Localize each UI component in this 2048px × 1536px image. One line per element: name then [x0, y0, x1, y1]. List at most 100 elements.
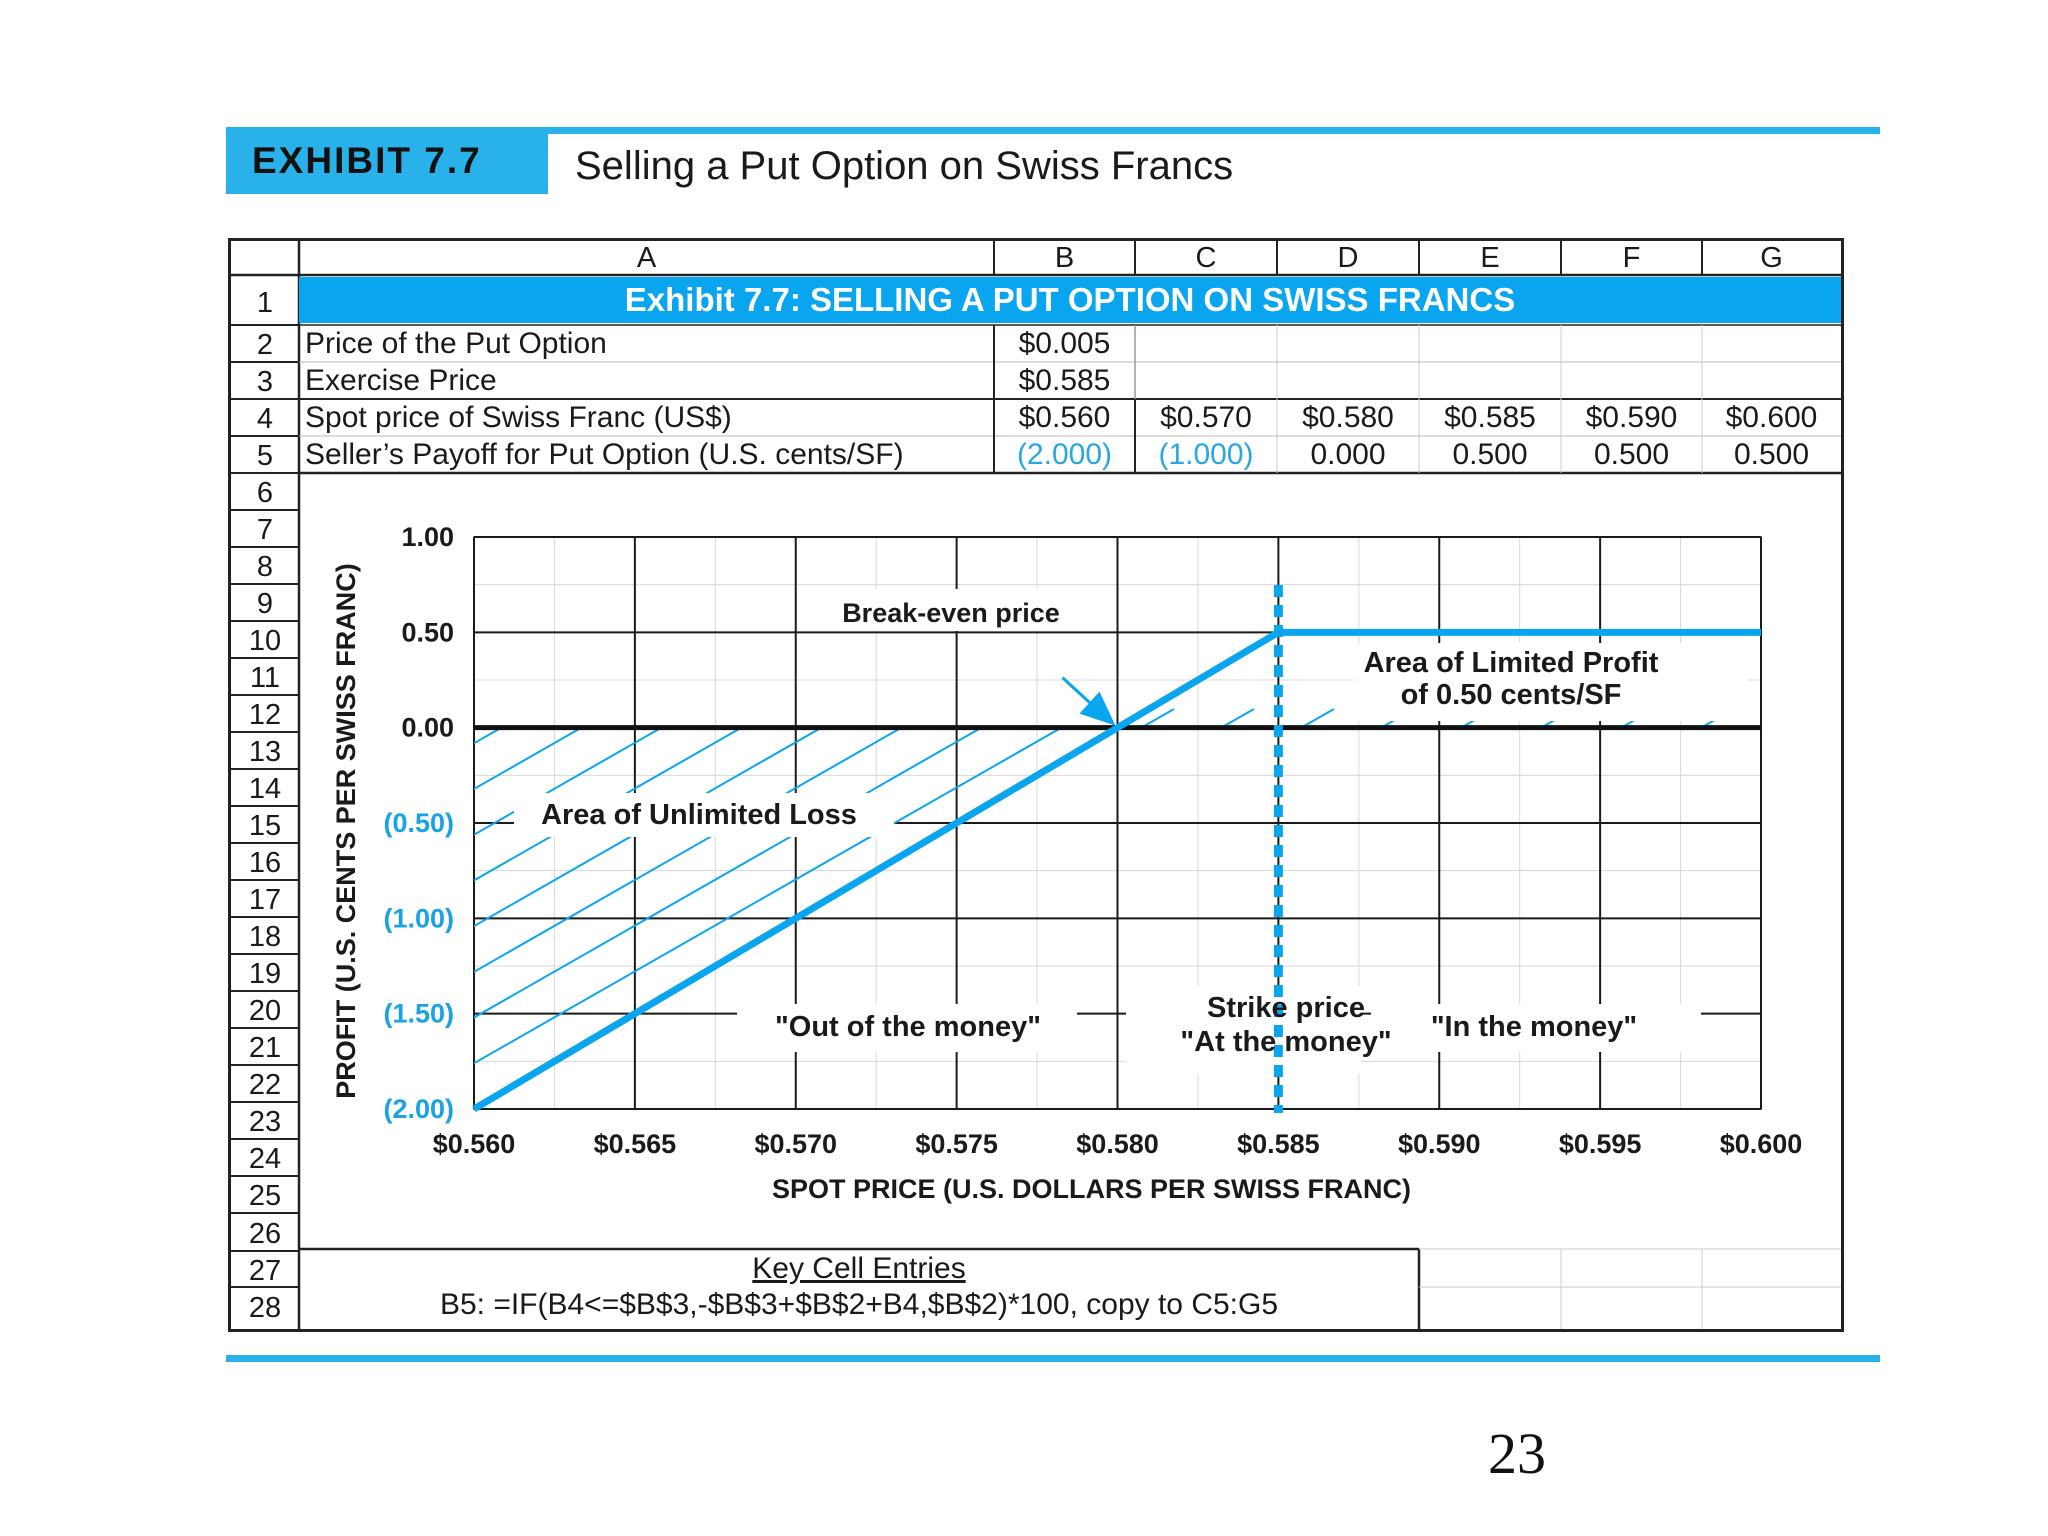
- row-number: 6: [256, 477, 274, 509]
- limited-profit-label-bg: [1353, 643, 1748, 721]
- hatch-line: [474, 727, 775, 1109]
- x-tick-label: $0.575: [915, 1129, 998, 1159]
- unlimited-loss-annotation: Area of Unlimited Loss: [541, 799, 857, 831]
- payoff-label: Seller’s Payoff for Put Option (U.S. cen…: [305, 438, 904, 471]
- row-number: 3: [256, 366, 274, 398]
- unlimited-loss-label-bg: [514, 793, 894, 837]
- y-tick-label: (1.50): [383, 999, 454, 1029]
- hatch-line: [231, 709, 294, 1109]
- spreadsheet: A B C D E F G 1 2 3 4 5 6 7 8 9 10 11 12 13 14 15 16 17 1…: [228, 238, 1844, 1332]
- row-number: 25: [248, 1180, 282, 1212]
- row-number: 26: [248, 1218, 282, 1250]
- row-number: 12: [248, 699, 282, 731]
- y-tick-label: 0.50: [401, 617, 454, 647]
- x-tick-label: $0.570: [754, 1129, 837, 1159]
- out-of-money-annotation: "Out of the money": [775, 1011, 1041, 1043]
- row-number: 10: [248, 625, 282, 657]
- column-header-c: C: [1195, 242, 1217, 274]
- y-tick-label: (1.00): [383, 903, 454, 933]
- price-label: Price of the Put Option: [305, 327, 607, 360]
- exhibit-badge: EXHIBIT 7.7: [226, 127, 548, 194]
- breakeven-label-bg: [801, 589, 1101, 631]
- column-header-b: B: [1054, 242, 1075, 274]
- breakeven-arrow-head: [1079, 691, 1116, 726]
- at-the-money-annotation: "At the money": [1180, 1026, 1391, 1058]
- payoff-value-e: 0.500: [1452, 438, 1528, 471]
- payoff-value-g: 0.500: [1733, 438, 1810, 471]
- limited-profit-annotation: Area of Limited Profit: [1364, 647, 1659, 679]
- out-of-money-label-bg: [737, 1004, 1077, 1052]
- exercise-value: $0.585: [1018, 364, 1111, 397]
- y-axis-title: PROFIT (U.S. CENTS PER SWISS FRANC): [331, 563, 361, 1099]
- spot-value-e: $0.585: [1444, 401, 1536, 434]
- spreadsheet-grid: [231, 241, 1841, 1329]
- row-number: 7: [256, 514, 274, 546]
- exhibit-title: Selling a Put Option on Swiss Francs: [575, 144, 1234, 188]
- x-tick-label: $0.595: [1559, 1129, 1642, 1159]
- strike-price-annotation: Strike price: [1207, 992, 1365, 1024]
- row-number: 9: [256, 588, 274, 620]
- row-number: 27: [248, 1255, 282, 1287]
- spot-label: Spot price of Swiss Franc (US$): [305, 401, 732, 434]
- hatch-line: [231, 709, 294, 1109]
- row-number: 17: [248, 884, 282, 916]
- x-tick-label: $0.585: [1237, 1129, 1320, 1159]
- column-header-d: D: [1337, 242, 1359, 274]
- payoff-value-c: (1.000): [1158, 438, 1254, 471]
- row-number: 22: [248, 1069, 282, 1101]
- exercise-label: Exercise Price: [305, 364, 497, 397]
- breakeven-annotation: Break-even price: [842, 598, 1060, 628]
- exhibit-top-rule: [548, 127, 1880, 134]
- payoff-value-b: (2.000): [1016, 438, 1113, 471]
- y-tick-label: 1.00: [401, 522, 454, 552]
- exhibit-bottom-rule: [226, 1355, 1880, 1362]
- hatch-line: [474, 727, 935, 1109]
- in-money-label-bg: [1371, 1004, 1701, 1052]
- y-tick-label: (2.00): [383, 1094, 454, 1124]
- row-number: 16: [248, 847, 282, 879]
- hatch-line: [474, 727, 1015, 1109]
- hatch-line: [474, 727, 695, 1109]
- hatch-line: [1754, 709, 1841, 1109]
- row-number: 1: [256, 287, 274, 319]
- row-number: 23: [248, 1106, 282, 1138]
- hatch-line: [474, 727, 615, 1109]
- row-number: 4: [256, 403, 274, 435]
- in-the-money-annotation: "In the money": [1431, 1011, 1637, 1043]
- y-tick-label: 0.00: [401, 713, 454, 743]
- y-tick-label: (0.50): [383, 808, 454, 838]
- payoff-value-d: 0.000: [1310, 438, 1386, 471]
- column-header-g: G: [1760, 242, 1783, 274]
- sheet-banner: Exhibit 7.7: SELLING A PUT OPTION ON SWI…: [299, 277, 1841, 323]
- key-cell-formula: B5: =IF(B4<=$B$3,-$B$3+$B$2+B4,$B$2)*100…: [439, 1288, 1279, 1321]
- page-number: 23: [1488, 1421, 1546, 1486]
- x-tick-label: $0.560: [433, 1129, 516, 1159]
- x-tick-label: $0.590: [1398, 1129, 1481, 1159]
- strike-label-bg: [1126, 986, 1361, 1074]
- x-axis-title: SPOT PRICE (U.S. DOLLARS PER SWISS FRANC…: [772, 1174, 1411, 1204]
- spot-value-c: $0.570: [1160, 401, 1252, 434]
- row-number: 8: [256, 551, 274, 583]
- row-number: 2: [256, 329, 274, 361]
- row-number: 15: [248, 810, 282, 842]
- row-number: 5: [256, 440, 274, 472]
- x-tick-label: $0.580: [1076, 1129, 1159, 1159]
- row-number: 18: [248, 921, 282, 953]
- row-number: 13: [248, 736, 282, 768]
- payoff-value-f: 0.500: [1593, 438, 1670, 471]
- payoff-line: [472, 628, 1761, 1113]
- row-number: 21: [248, 1032, 282, 1064]
- hatch-line: [1753, 708, 1761, 728]
- limited-profit-annotation: of 0.50 cents/SF: [1401, 679, 1622, 711]
- spot-value-d: $0.580: [1302, 401, 1394, 434]
- spot-value-g: $0.600: [1725, 401, 1818, 434]
- row-number: 19: [248, 958, 282, 990]
- x-tick-label: $0.565: [594, 1129, 677, 1159]
- price-value: $0.005: [1018, 327, 1111, 360]
- row-number: 11: [249, 662, 281, 694]
- row-number: 14: [248, 773, 282, 805]
- x-tick-label: $0.600: [1720, 1129, 1803, 1159]
- spot-value-f: $0.590: [1585, 401, 1678, 434]
- row-number: 28: [248, 1292, 282, 1324]
- hatch-line: [1834, 709, 1841, 1109]
